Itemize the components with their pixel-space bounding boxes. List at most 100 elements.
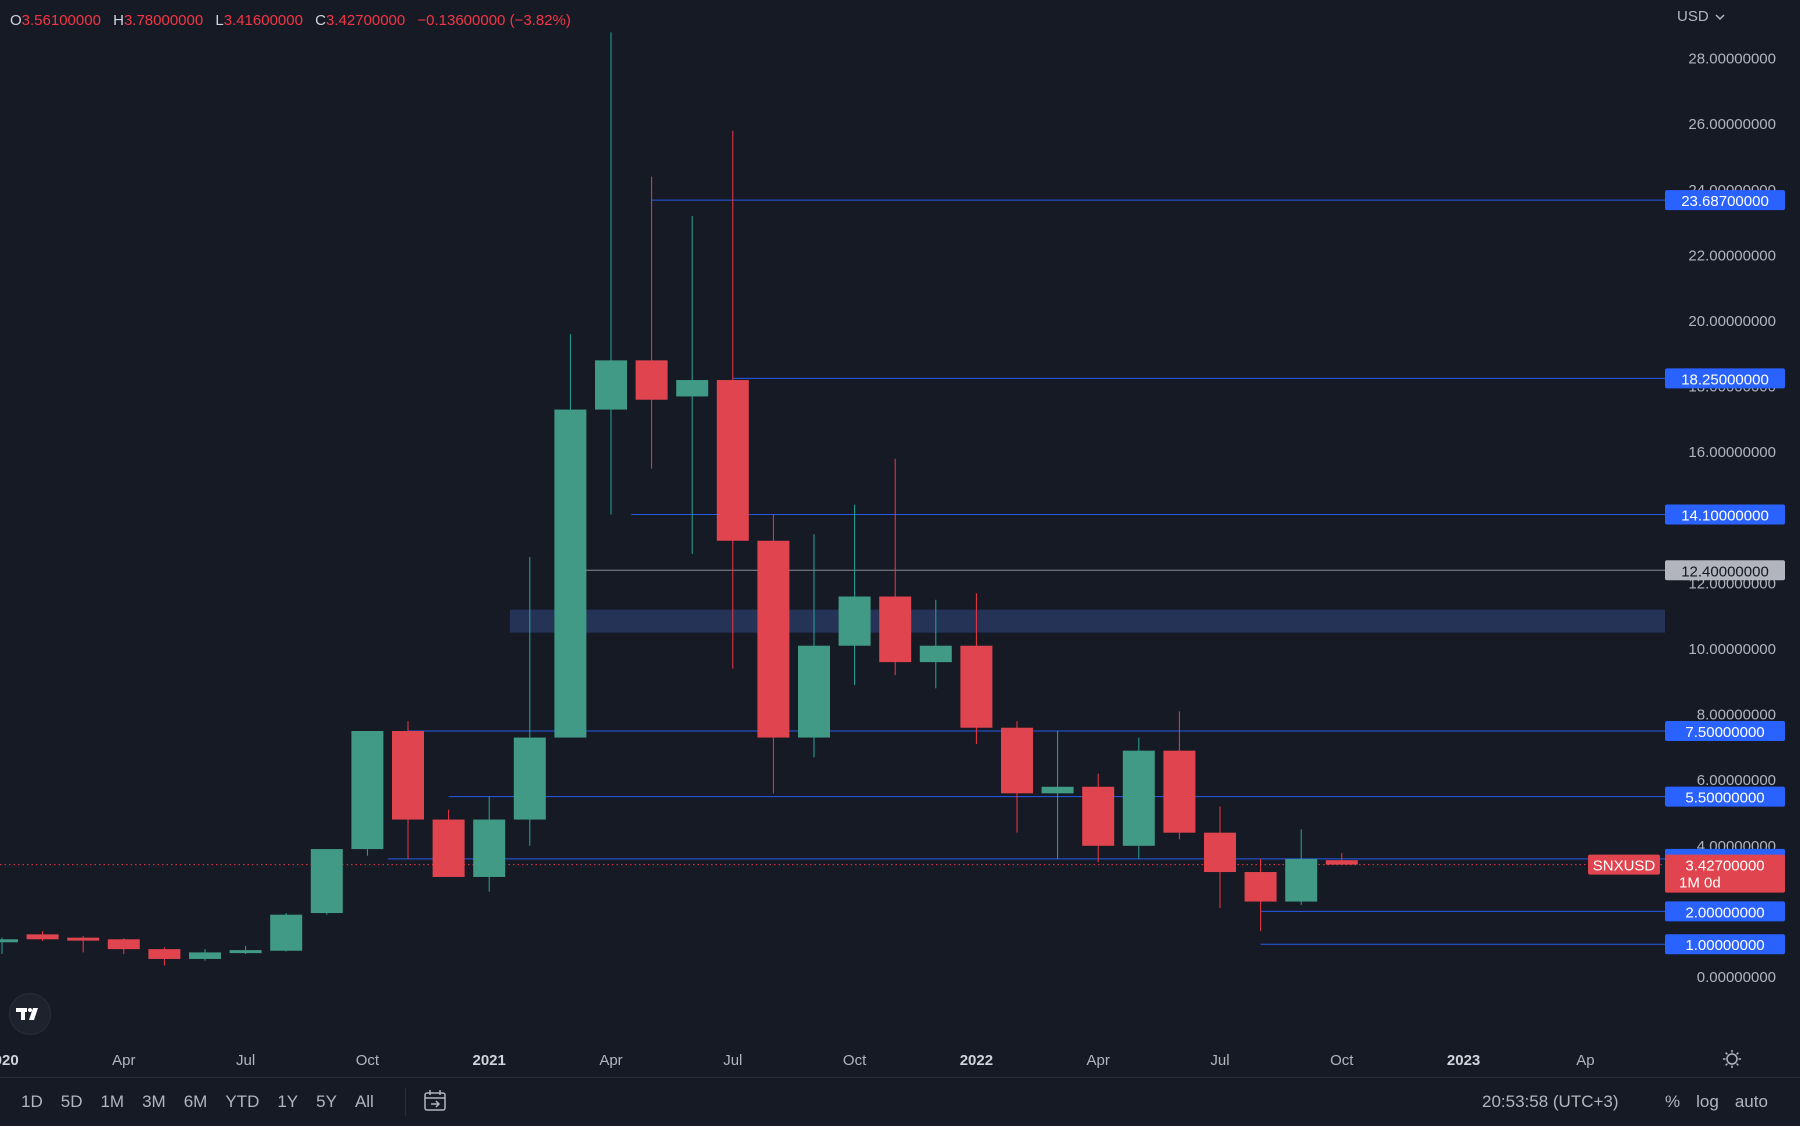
candle-body[interactable] xyxy=(351,731,384,850)
close-label: C xyxy=(315,12,326,29)
candle-body[interactable] xyxy=(513,737,546,820)
range-button-3m[interactable]: 3M xyxy=(142,1092,166,1111)
y-axis-tick-label: 26.00000000 xyxy=(1688,116,1776,133)
candle-body[interactable] xyxy=(595,360,627,410)
x-axis-label: Apr xyxy=(1087,1052,1110,1069)
change-value: −0.13600000 (−3.82%) xyxy=(417,12,571,29)
x-axis-label: Oct xyxy=(356,1052,380,1069)
level-price-label xyxy=(1665,190,1785,211)
x-axis-label: Oct xyxy=(843,1052,867,1069)
level-price-text: 5.50000000 xyxy=(1685,790,1764,807)
candle-body[interactable] xyxy=(432,819,465,877)
candle-body[interactable] xyxy=(1163,750,1196,833)
bottom-toolbar: 1D 5D 1M 3M 6M YTD 1Y 5Y All 20:53:58 (UTC+3) % … xyxy=(0,1077,1800,1126)
settings-gear-icon[interactable] xyxy=(1723,1050,1741,1068)
candle-body[interactable] xyxy=(229,950,262,954)
candle-body[interactable] xyxy=(919,645,952,663)
level-price-text: 7.50000000 xyxy=(1685,724,1764,741)
candle-body[interactable] xyxy=(879,596,912,663)
x-axis-label: 2021 xyxy=(473,1052,506,1069)
level-price-label xyxy=(1665,786,1785,807)
candle-body[interactable] xyxy=(107,939,140,950)
candle-body[interactable] xyxy=(310,849,343,914)
range-button-5y[interactable]: 5Y xyxy=(316,1092,337,1111)
tradingview-logo-icon xyxy=(16,1008,38,1020)
level-price-label xyxy=(1665,560,1785,581)
candle-body[interactable] xyxy=(798,645,830,738)
last-price-label: 3.42700000 xyxy=(1685,858,1764,875)
currency-selector[interactable]: USD xyxy=(1677,8,1725,25)
open-label: O xyxy=(10,12,22,29)
x-axis-label: Jul xyxy=(723,1052,742,1069)
candle-body[interactable] xyxy=(716,380,749,541)
candle-body[interactable] xyxy=(1041,786,1074,794)
range-button-ytd[interactable]: YTD xyxy=(225,1092,260,1111)
y-axis-tick-label: 10.00000000 xyxy=(1688,641,1776,658)
candle-body[interactable] xyxy=(270,914,303,951)
last-price-box xyxy=(1665,854,1785,893)
candle-body[interactable] xyxy=(1082,786,1115,846)
level-price-text: 1.00000000 xyxy=(1685,937,1764,954)
y-axis-tick-label: 0.00000000 xyxy=(1697,969,1776,986)
y-axis-tick-label: 6.00000000 xyxy=(1697,772,1776,789)
auto-scale-button[interactable]: auto xyxy=(1734,1092,1768,1111)
candle-body[interactable] xyxy=(757,540,790,738)
candle-body[interactable] xyxy=(960,645,993,728)
candle-body[interactable] xyxy=(392,731,424,820)
low-label: L xyxy=(215,12,224,29)
candle-body[interactable] xyxy=(148,949,181,959)
y-axis-tick-label: 28.00000000 xyxy=(1688,51,1776,68)
price-chart[interactable]: 0.000000002.000000004.000000006.00000000… xyxy=(0,0,1800,1077)
log-scale-button[interactable]: log xyxy=(1696,1092,1719,1111)
level-price-text: 2.00000000 xyxy=(1685,904,1764,921)
y-axis-tick-label: 20.00000000 xyxy=(1688,313,1776,330)
candle-body[interactable] xyxy=(838,596,871,646)
candle-body[interactable] xyxy=(554,409,587,738)
x-axis-label: Jul xyxy=(236,1052,255,1069)
level-price-label xyxy=(1665,504,1785,525)
level-price-text: 23.68700000 xyxy=(1681,193,1769,210)
low-value: 3.41600000 xyxy=(223,12,303,29)
candle-body[interactable] xyxy=(189,952,221,959)
candle-body[interactable] xyxy=(67,937,100,941)
high-label: H xyxy=(113,12,124,29)
candle-body[interactable] xyxy=(1122,750,1155,846)
level-price-label xyxy=(1665,901,1785,922)
y-axis-tick-label: 16.00000000 xyxy=(1688,444,1776,461)
candle-body[interactable] xyxy=(635,360,668,400)
x-axis-label: Jul xyxy=(1210,1052,1229,1069)
clock-timezone[interactable]: 20:53:58 (UTC+3) xyxy=(1482,1092,1619,1111)
candle-body[interactable] xyxy=(1244,872,1277,902)
candle-body[interactable] xyxy=(676,380,709,397)
range-button-1y[interactable]: 1Y xyxy=(277,1092,299,1111)
currency-label: USD xyxy=(1677,8,1709,25)
range-button-all[interactable]: All xyxy=(354,1092,374,1111)
x-axis-label: 2022 xyxy=(960,1052,993,1069)
level-price-text: 12.40000000 xyxy=(1681,563,1769,580)
go-to-date-icon[interactable] xyxy=(422,1088,448,1114)
range-button-6m[interactable]: 6M xyxy=(183,1092,208,1111)
open-value: 3.56100000 xyxy=(21,12,101,29)
symbol-label: SNXUSD xyxy=(1593,858,1656,875)
candle-body[interactable] xyxy=(1325,860,1358,865)
range-button-1m[interactable]: 1M xyxy=(100,1092,125,1111)
candle-body[interactable] xyxy=(0,939,18,943)
candle-body[interactable] xyxy=(26,934,59,940)
level-price-text: 18.25000000 xyxy=(1681,371,1769,388)
range-button-1d[interactable]: 1D xyxy=(21,1092,43,1111)
range-button-5d[interactable]: 5D xyxy=(60,1092,83,1111)
candle-body[interactable] xyxy=(1285,858,1318,902)
level-price-text: 14.10000000 xyxy=(1681,508,1769,525)
tradingview-logo[interactable] xyxy=(9,993,51,1035)
x-axis-label: 2023 xyxy=(1447,1052,1480,1069)
x-axis-label: Ap xyxy=(1576,1052,1594,1069)
percent-scale-button[interactable]: % xyxy=(1665,1092,1681,1111)
candle-body[interactable] xyxy=(473,819,506,877)
range-buttons: 1D 5D 1M 3M 6M YTD 1Y 5Y All xyxy=(12,1090,383,1114)
high-value: 3.78000000 xyxy=(123,12,204,29)
chevron-down-icon xyxy=(1715,14,1725,21)
candle-body[interactable] xyxy=(1204,832,1236,873)
candle-body[interactable] xyxy=(1001,727,1033,794)
resistance-zone xyxy=(509,609,1665,633)
ohlc-legend: O3.56100000 H3.78000000 L3.41600000 C3.4… xyxy=(10,12,579,29)
